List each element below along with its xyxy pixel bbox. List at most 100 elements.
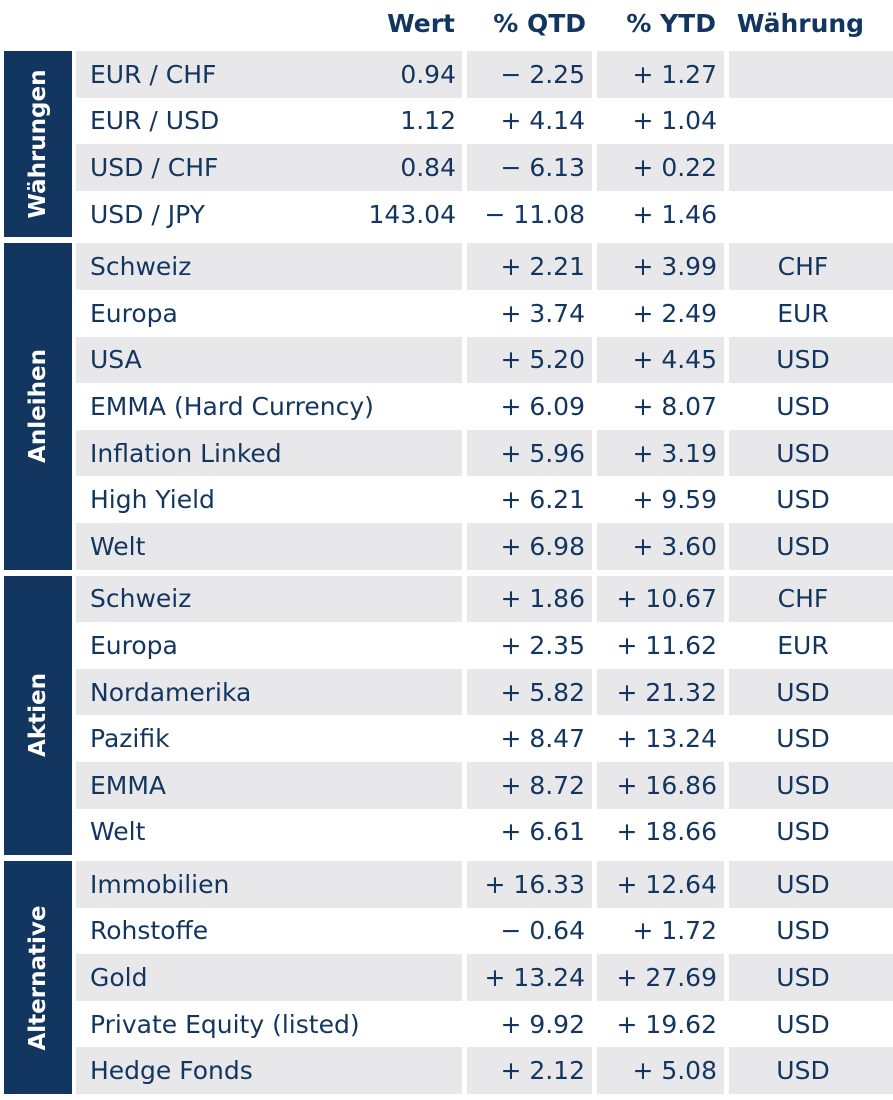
column-separator [462,476,467,523]
row-ytd: + 9.59 [632,485,717,515]
column-separator [724,51,729,98]
column-separator [462,522,467,570]
row-ytd: + 11.62 [616,630,717,660]
table-row: Private Equity (listed) + 9.92 + 19.62 USD [76,1000,893,1048]
column-separator [592,476,597,523]
row-qtd: + 16.33 [484,869,585,899]
row-ytd: + 0.22 [632,152,717,182]
row-ytd: + 21.32 [616,677,717,707]
row-currency: USD [776,485,830,515]
table-row: Gold + 13.24 + 27.69 USD [76,954,893,1001]
row-name: Schweiz [90,252,192,282]
row-qtd: + 6.98 [500,531,585,561]
row-qtd: + 5.82 [500,677,585,707]
row-name: Welt [90,531,146,561]
column-separator [724,1000,729,1048]
row-qtd: + 2.21 [500,252,585,282]
column-separator [462,336,467,384]
row-currency: USD [776,531,830,561]
group-1: Anleihen Schweiz + 2.21 + 3.99 CHF Europa + 3.… [4,243,893,570]
row-name: Schweiz [90,584,192,614]
header-wert: Wert [387,9,455,38]
row-ytd: + 1.04 [632,106,717,136]
column-separator [724,715,729,762]
group-label-text: Anleihen [25,349,51,464]
column-separator [592,761,597,809]
column-separator [724,476,729,523]
table-row: Pazifik + 8.47 + 13.24 USD [76,715,893,762]
column-separator [724,429,729,477]
column-separator [724,336,729,384]
group-label: Alternative [4,861,72,1095]
market-table: Währungen EUR / CHF 0.94− 2.25 + 1.27 EUR / … [4,51,893,1100]
table-row: Schweiz + 2.21 + 3.99 CHF [76,243,893,290]
column-separator [592,336,597,384]
group-label: Aktien [4,575,72,856]
table-row: Europa + 2.35 + 11.62 EUR [76,622,893,669]
row-currency: USD [776,869,830,899]
row-qtd: − 0.64 [500,916,585,946]
column-separator [724,575,729,623]
column-separator [592,522,597,570]
table-row: EUR / CHF 0.94 − 2.25 + 1.27 [76,51,893,98]
table-row: Nordamerika + 5.82 + 21.32 USD [76,668,893,716]
row-qtd: + 3.74 [500,298,585,328]
row-ytd: + 18.66 [616,817,717,847]
header-qtd: % QTD [493,9,586,38]
column-separator [724,907,729,955]
row-qtd: + 8.72 [500,770,585,800]
group-0: Währungen EUR / CHF 0.94− 2.25 + 1.27 EUR / … [4,51,893,238]
column-separator [462,289,467,337]
column-separator [592,622,597,669]
table-row: Rohstoffe − 0.64 + 1.72 USD [76,907,893,955]
row-qtd: + 2.12 [500,1056,585,1086]
table-row: USA + 5.20 + 4.45 USD [76,336,893,384]
group-label-text: Währungen [25,69,51,219]
row-ytd: + 1.27 [632,59,717,89]
row-wert: 143.04 [368,199,456,229]
column-separator [592,861,597,908]
column-separator [724,622,729,669]
row-qtd: − 11.08 [484,199,585,229]
group-rows: Schweiz + 1.86 + 10.67 CHF Europa + 2.35 + 11.… [76,575,893,856]
column-separator [462,190,467,238]
column-separator [592,144,597,191]
row-currency: CHF [777,584,829,614]
column-separator [724,808,729,856]
row-ytd: + 8.07 [632,391,717,421]
row-name: EUR / USD [90,106,220,136]
row-currency: EUR [777,298,829,328]
column-separator [592,575,597,623]
column-separator [462,808,467,856]
row-name: USD / CHF [90,152,219,182]
table-row: USD / CHF 0.84 − 6.13 + 0.22 [76,144,893,191]
row-name: EMMA [90,770,167,800]
table-row: EMMA (Hard Currency) + 6.09 + 8.07 USD [76,383,893,430]
row-name: Private Equity (listed) [90,1009,360,1039]
column-separator [462,144,467,191]
header-currency: Währung [736,9,865,38]
row-ytd: + 10.67 [616,584,717,614]
column-separator [724,190,729,238]
row-qtd: + 2.35 [500,630,585,660]
column-separator [462,429,467,477]
row-currency: USD [776,438,830,468]
row-name: Europa [90,630,178,660]
row-ytd: + 3.60 [632,531,717,561]
column-separator [724,954,729,1001]
column-separator [462,243,467,290]
row-currency: EUR [777,630,829,660]
column-separator [592,808,597,856]
table-row: Immobilien + 16.33 + 12.64 USD [76,861,893,908]
column-separator [592,97,597,145]
group-rows: Schweiz + 2.21 + 3.99 CHF Europa + 3.74 + 2.49… [76,243,893,570]
row-name: EUR / CHF [90,59,217,89]
column-separator [592,668,597,716]
row-name: Inflation Linked [90,438,282,468]
column-separator [592,190,597,238]
row-qtd: + 5.20 [500,345,585,375]
column-separator [592,715,597,762]
table-row: Welt + 6.61 + 18.66 USD [76,808,893,856]
row-currency: USD [776,916,830,946]
column-separator [592,954,597,1001]
